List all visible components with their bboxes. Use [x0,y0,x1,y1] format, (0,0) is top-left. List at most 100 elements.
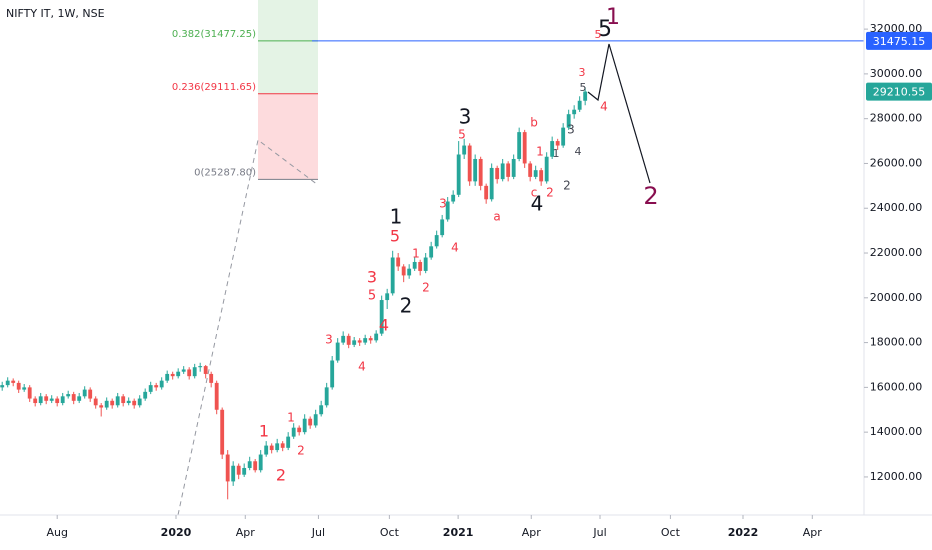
candle-body [258,454,263,471]
candle-body [33,398,38,404]
fib-label: 0.382(31477.25) [172,29,256,40]
candle-body [16,382,21,390]
wave-label: 4 [531,192,544,216]
candle-body [82,389,87,397]
candle-body [55,398,60,404]
price-label-box [866,31,932,50]
candle-body [357,340,362,343]
y-tick-label: 18000.00 [870,336,923,349]
candle-body [484,185,489,200]
wave-label: 4 [379,316,389,335]
candle-body [231,465,236,482]
candle-body [159,380,164,388]
wave-label: 2 [563,179,571,193]
wave-label: a [493,210,500,224]
candle-body [88,389,93,399]
candle-body [291,427,296,437]
candle-body [165,373,170,381]
x-tick-label: 2021 [443,526,474,539]
y-tick-label: 24000.00 [870,201,923,214]
candle-body [297,427,302,433]
wave-label: 3 [367,268,377,287]
candle-body [506,163,511,177]
y-tick-label: 12000.00 [870,470,923,483]
candle-body [121,396,126,404]
wave-label: 2 [643,182,658,210]
x-tick-label: Aug [46,526,67,539]
candle-body [363,338,368,343]
candle-body [489,167,494,200]
candle-body [99,405,104,408]
candle-body [555,141,560,146]
y-tick-label: 20000.00 [870,291,923,304]
candle-body [286,436,291,448]
candle-body [192,367,197,377]
x-tick-label: Apr [236,526,256,539]
candle-body [583,91,588,101]
x-tick-label: Jul [592,526,606,539]
wave-label: 5 [598,17,612,42]
price-label-box [866,82,932,101]
x-tick-label: Apr [522,526,542,539]
wave-label: 5 [458,128,466,142]
wave-label: 3 [567,123,575,137]
candle-body [198,366,203,368]
y-tick-label: 22000.00 [870,246,923,259]
wave-label: 1 [553,147,560,160]
candle-body [154,385,159,388]
candle-body [275,443,280,451]
candle-body [280,443,285,448]
x-tick-label: Apr [803,526,823,539]
candle-body [473,158,478,182]
candle-body [418,261,423,271]
candle-body [423,257,428,271]
candle-body [522,132,527,164]
fib-trend [177,139,319,516]
candle-body [132,400,137,406]
y-tick-label: 28000.00 [870,112,923,125]
candle-body [269,445,274,451]
y-tick-label: 32000.00 [870,22,923,35]
candle-body [462,145,467,155]
candle-body [66,394,71,397]
wave-label: 2 [276,466,286,485]
candle-body [115,396,120,406]
price-label: 31475.15 [873,35,926,48]
candle-body [170,373,175,377]
candle-body [0,385,5,388]
wave-label: 2 [422,281,430,295]
candle-body [104,400,109,408]
projection-line [587,43,651,184]
candle-body [181,369,186,372]
candle-body [203,366,208,374]
candle-body [308,418,313,426]
x-tick-label: Jul [311,526,325,539]
wave-label: 3 [579,66,586,79]
chart-title: NIFTY IT, 1W, NSE [6,7,105,20]
y-tick-label: 26000.00 [870,156,923,169]
wave-label: 2 [297,444,305,458]
wave-label: 3 [325,333,333,347]
y-tick-label: 30000.00 [870,67,923,80]
candle-body [110,400,115,406]
candle-body [550,141,555,157]
candle-body [38,396,43,404]
candle-body [368,338,373,341]
candle-body [11,380,16,383]
candle-body [22,387,27,390]
candle-body [313,414,318,426]
candle-body [27,387,32,399]
candle-body [187,369,192,377]
fib-zone-lower [258,93,318,180]
candle-body [335,342,340,361]
wave-label: b [530,116,538,130]
x-tick-label: Oct [661,526,681,539]
candle-body [379,300,384,334]
fib-zone-upper [258,0,318,94]
candle-body [214,382,219,410]
wave-label: 2 [400,294,413,318]
candle-body [126,400,131,404]
candle-body [390,257,395,294]
